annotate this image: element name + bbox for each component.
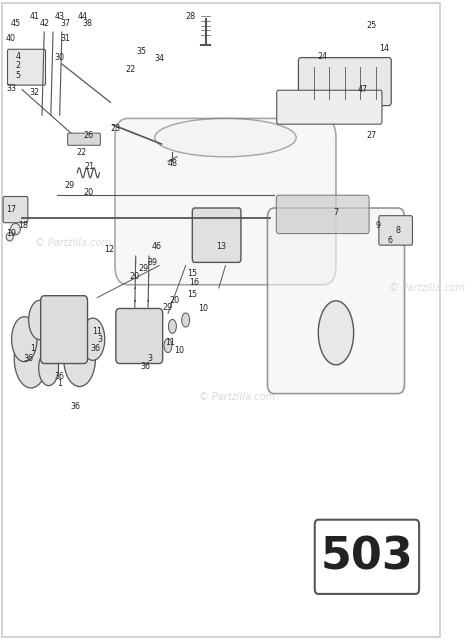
Text: © Partzilla.com: © Partzilla.com xyxy=(36,238,111,248)
FancyBboxPatch shape xyxy=(116,308,163,364)
Text: 4: 4 xyxy=(15,52,20,61)
Text: 7: 7 xyxy=(333,208,338,217)
Text: 15: 15 xyxy=(187,269,197,278)
Text: 37: 37 xyxy=(60,19,71,28)
Text: 1: 1 xyxy=(31,344,36,353)
Text: 17: 17 xyxy=(6,205,16,214)
Text: 14: 14 xyxy=(380,44,390,52)
FancyBboxPatch shape xyxy=(267,208,404,394)
Ellipse shape xyxy=(81,318,105,360)
Text: 3: 3 xyxy=(148,354,153,363)
Text: 11: 11 xyxy=(92,327,102,336)
Ellipse shape xyxy=(168,319,176,333)
Text: 5: 5 xyxy=(15,71,20,80)
Text: 29: 29 xyxy=(65,181,75,190)
FancyBboxPatch shape xyxy=(315,520,419,594)
Ellipse shape xyxy=(14,329,48,388)
Text: 40: 40 xyxy=(6,34,16,43)
Ellipse shape xyxy=(6,233,13,241)
Text: 36: 36 xyxy=(24,354,34,363)
Text: 8: 8 xyxy=(395,226,401,235)
Text: 47: 47 xyxy=(357,85,367,94)
Text: 38: 38 xyxy=(82,19,92,28)
Ellipse shape xyxy=(155,118,296,157)
FancyBboxPatch shape xyxy=(68,133,100,145)
Ellipse shape xyxy=(10,223,20,235)
Text: 20: 20 xyxy=(130,272,140,281)
Ellipse shape xyxy=(28,300,51,340)
Text: 20: 20 xyxy=(170,296,180,305)
Ellipse shape xyxy=(64,330,95,387)
Text: 26: 26 xyxy=(83,131,93,140)
Text: 44: 44 xyxy=(78,12,88,20)
Text: © Partzilla.com: © Partzilla.com xyxy=(389,283,465,293)
Text: 12: 12 xyxy=(105,245,115,254)
Text: 32: 32 xyxy=(29,88,39,97)
Text: 27: 27 xyxy=(366,131,376,140)
Text: 1: 1 xyxy=(57,380,62,388)
Text: 29: 29 xyxy=(138,264,149,273)
Text: 28: 28 xyxy=(185,12,195,20)
FancyBboxPatch shape xyxy=(115,118,336,285)
Text: 21: 21 xyxy=(84,162,94,171)
Text: 24: 24 xyxy=(318,52,328,61)
FancyBboxPatch shape xyxy=(41,296,88,364)
Text: 10: 10 xyxy=(198,304,209,313)
Ellipse shape xyxy=(319,301,354,365)
Text: 45: 45 xyxy=(10,19,20,28)
FancyBboxPatch shape xyxy=(277,90,382,124)
Text: 15: 15 xyxy=(187,290,197,299)
Text: 33: 33 xyxy=(6,84,16,93)
FancyBboxPatch shape xyxy=(299,58,391,106)
FancyBboxPatch shape xyxy=(8,49,46,85)
Text: 22: 22 xyxy=(77,148,87,157)
FancyBboxPatch shape xyxy=(3,196,28,223)
Text: 46: 46 xyxy=(152,242,162,251)
Text: 31: 31 xyxy=(60,34,71,43)
FancyBboxPatch shape xyxy=(2,3,440,637)
Text: 29: 29 xyxy=(163,303,173,312)
FancyBboxPatch shape xyxy=(276,195,369,234)
FancyBboxPatch shape xyxy=(379,216,412,245)
Text: 11: 11 xyxy=(165,338,175,347)
Text: 20: 20 xyxy=(83,188,93,196)
Text: 2: 2 xyxy=(15,61,20,70)
Text: 43: 43 xyxy=(55,12,64,20)
Text: 10: 10 xyxy=(174,346,184,355)
Text: 30: 30 xyxy=(55,53,64,62)
Ellipse shape xyxy=(182,313,190,327)
Text: 23: 23 xyxy=(110,124,120,132)
Text: 503: 503 xyxy=(320,535,413,579)
Text: 18: 18 xyxy=(18,221,28,230)
Text: 42: 42 xyxy=(39,19,49,28)
Text: 3: 3 xyxy=(97,335,102,344)
Text: 13: 13 xyxy=(216,242,226,251)
Text: 16: 16 xyxy=(190,278,200,287)
Text: 36: 36 xyxy=(70,402,80,411)
Ellipse shape xyxy=(39,351,59,385)
Text: 36: 36 xyxy=(55,372,64,381)
Text: 9: 9 xyxy=(375,221,381,230)
Text: 48: 48 xyxy=(167,159,177,168)
Text: 25: 25 xyxy=(366,21,376,30)
Text: 35: 35 xyxy=(137,47,146,56)
Text: 39: 39 xyxy=(147,258,157,267)
Text: 19: 19 xyxy=(6,229,16,238)
Ellipse shape xyxy=(164,339,172,353)
Text: 36: 36 xyxy=(90,344,100,353)
FancyBboxPatch shape xyxy=(192,208,241,262)
Ellipse shape xyxy=(11,317,37,362)
Text: 34: 34 xyxy=(154,54,164,63)
Text: 36: 36 xyxy=(141,362,151,371)
Text: 6: 6 xyxy=(387,236,392,244)
Text: 22: 22 xyxy=(125,65,136,74)
Text: 41: 41 xyxy=(29,12,39,20)
Text: © Partzilla.com: © Partzilla.com xyxy=(199,392,275,402)
